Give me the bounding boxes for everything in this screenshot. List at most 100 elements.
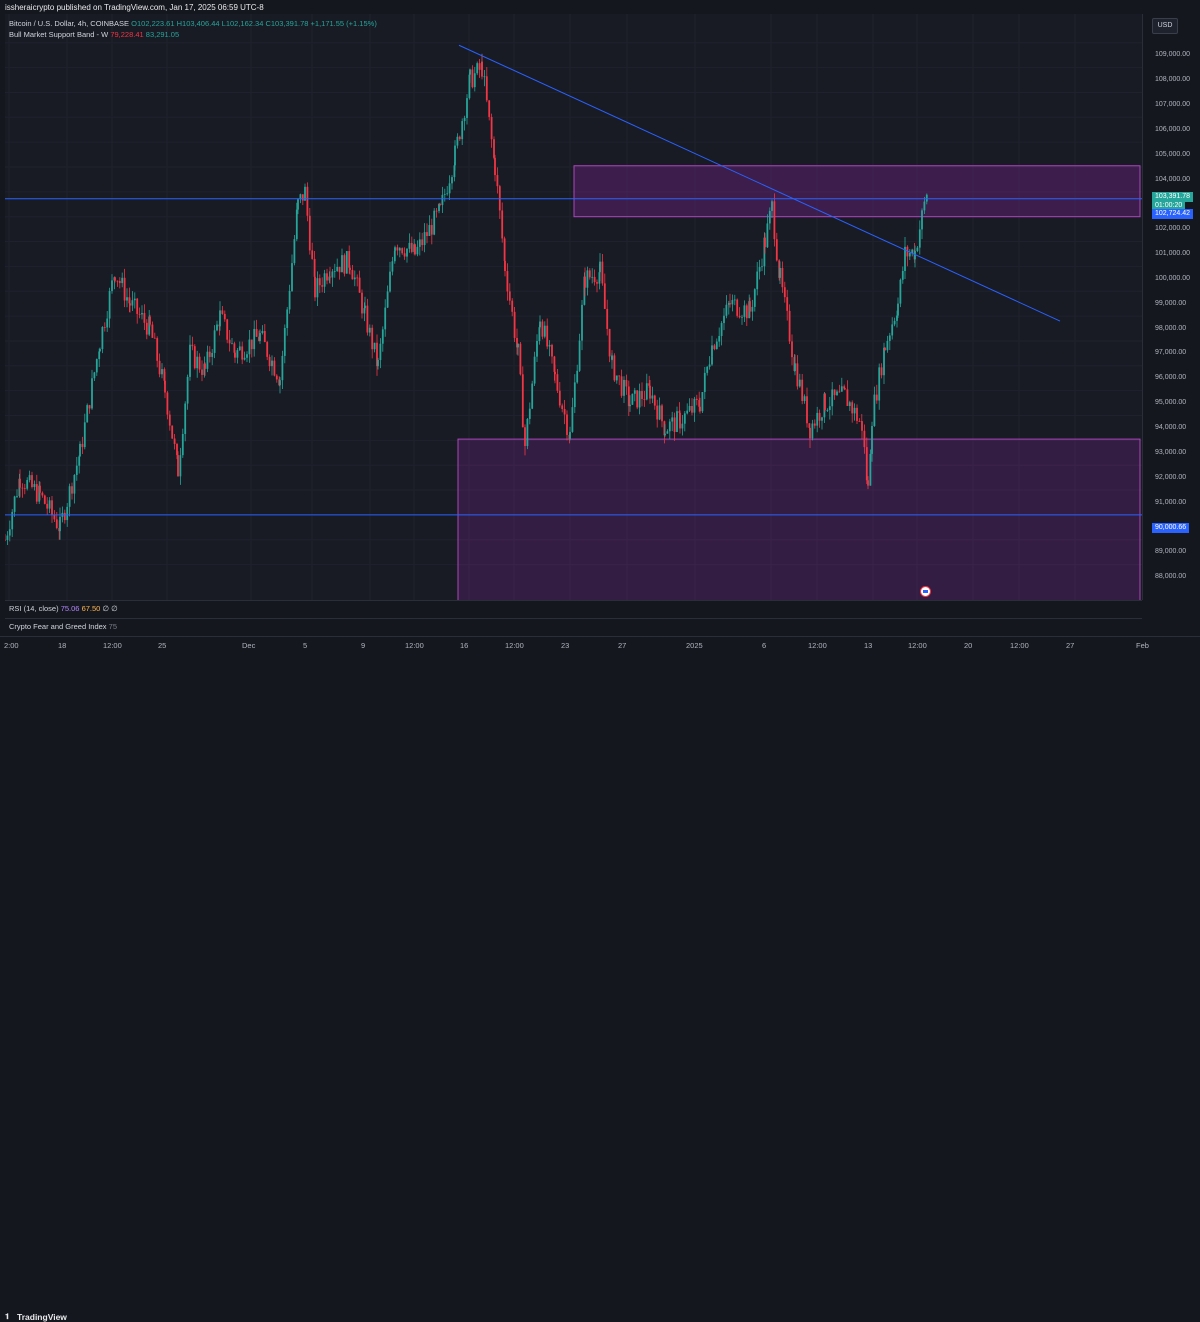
- candle-body: [528, 408, 531, 419]
- candle-body: [321, 285, 324, 287]
- symbol-title[interactable]: Bitcoin / U.S. Dollar, 4h, COINBASE: [9, 19, 130, 28]
- candle-body: [794, 363, 796, 372]
- candle-body: [711, 356, 713, 365]
- candle-body: [416, 246, 419, 255]
- price-axis[interactable]: [1142, 14, 1200, 600]
- fear-greed-label[interactable]: Crypto Fear and Greed Index: [9, 622, 107, 631]
- candle-body: [884, 347, 886, 351]
- candle-body: [418, 239, 421, 247]
- indicator-value-1: 79,228.41: [110, 30, 144, 39]
- candle-body: [494, 157, 496, 176]
- candle-body: [291, 263, 293, 291]
- candle-body: [688, 406, 691, 411]
- rsi-label[interactable]: RSI (14, close): [9, 604, 59, 613]
- candle-body: [99, 349, 101, 352]
- candle-body: [469, 69, 471, 75]
- candle-body: [466, 98, 468, 118]
- candle-body: [618, 375, 621, 377]
- candle-body: [753, 289, 756, 307]
- candle-body: [699, 406, 701, 412]
- candle-body: [184, 403, 187, 434]
- candle-body: [458, 136, 461, 140]
- publisher-text: issheraicrypto published on TradingView.…: [5, 3, 264, 12]
- time-axis[interactable]: [0, 636, 1200, 655]
- candle-body: [554, 371, 556, 375]
- candle-body: [653, 395, 656, 406]
- candle-body: [601, 261, 604, 284]
- candle-body: [490, 116, 493, 140]
- candle-body: [438, 204, 440, 212]
- candle-body: [446, 193, 449, 195]
- time-label: 27: [618, 641, 627, 650]
- candle-body: [186, 376, 189, 404]
- candle-body: [414, 244, 416, 255]
- fear-greed-pane[interactable]: [5, 618, 1142, 637]
- candle-body: [481, 61, 483, 77]
- candle-body: [151, 324, 154, 338]
- candle-body: [376, 342, 378, 367]
- economic-event-icon[interactable]: [920, 586, 931, 597]
- candle-body: [308, 215, 311, 251]
- candle-body: [584, 276, 586, 288]
- candle-body: [333, 271, 336, 272]
- rsi-pane[interactable]: [5, 600, 1142, 619]
- candle-body: [636, 390, 639, 408]
- price-label: 97,000.00: [1155, 349, 1187, 356]
- trend-line: [458, 44, 1061, 322]
- tradingview-brand[interactable]: TradingView: [17, 1312, 67, 1322]
- candle-body: [456, 136, 459, 146]
- candle-body: [645, 383, 648, 400]
- price-chart[interactable]: [5, 14, 1142, 600]
- candle-body: [451, 177, 453, 184]
- candle-body: [23, 488, 26, 489]
- candle-body: [651, 395, 654, 399]
- candle-body: [128, 297, 131, 304]
- candle-body: [541, 321, 544, 337]
- candle-body: [386, 291, 389, 308]
- candle-body: [266, 342, 269, 357]
- tradingview-logo-icon[interactable]: 𝟏: [5, 1312, 10, 1321]
- candle-body: [706, 366, 709, 373]
- price-label: 88,000.00: [1155, 573, 1187, 580]
- candle-body: [391, 261, 394, 272]
- candle-body: [106, 318, 109, 328]
- candle-body: [401, 248, 404, 254]
- candle-body: [695, 398, 698, 400]
- candle-body: [615, 375, 618, 381]
- indicator-name[interactable]: Bull Market Support Band - W: [9, 30, 109, 39]
- candle-body: [216, 324, 218, 331]
- candle-body: [758, 267, 761, 272]
- candle-body: [398, 248, 401, 251]
- candle-body: [891, 324, 894, 336]
- candle-body: [578, 340, 581, 371]
- candle-body: [268, 356, 271, 367]
- candle-body: [196, 356, 199, 369]
- candle-body: [299, 194, 302, 200]
- candle-body: [599, 261, 601, 273]
- candle-body: [833, 389, 836, 396]
- candle-body: [203, 363, 206, 375]
- candle-body: [129, 303, 131, 306]
- chart-pane[interactable]: [5, 14, 1142, 600]
- candle-body: [856, 407, 858, 421]
- candle-body: [775, 239, 778, 261]
- candle-body: [331, 271, 334, 278]
- rsi-ma-value: 67.50: [81, 604, 101, 613]
- candle-body: [363, 308, 366, 314]
- candle-body: [731, 300, 734, 305]
- candle-body: [153, 337, 156, 339]
- currency-button[interactable]: USD: [1152, 18, 1178, 34]
- candle-body: [771, 201, 773, 211]
- candle-body: [591, 276, 594, 278]
- last-price-tag: 103,391.78: [1152, 192, 1194, 202]
- candle-body: [623, 379, 625, 396]
- candle-body: [556, 374, 559, 391]
- candle-body: [658, 405, 661, 420]
- candle-body: [219, 310, 221, 327]
- candle-body: [536, 340, 538, 357]
- candle-body: [918, 229, 921, 248]
- candle-body: [231, 343, 233, 345]
- candle-body: [806, 396, 808, 424]
- indicator-value-2: 83,291.05: [145, 30, 180, 39]
- candle-body: [121, 277, 124, 284]
